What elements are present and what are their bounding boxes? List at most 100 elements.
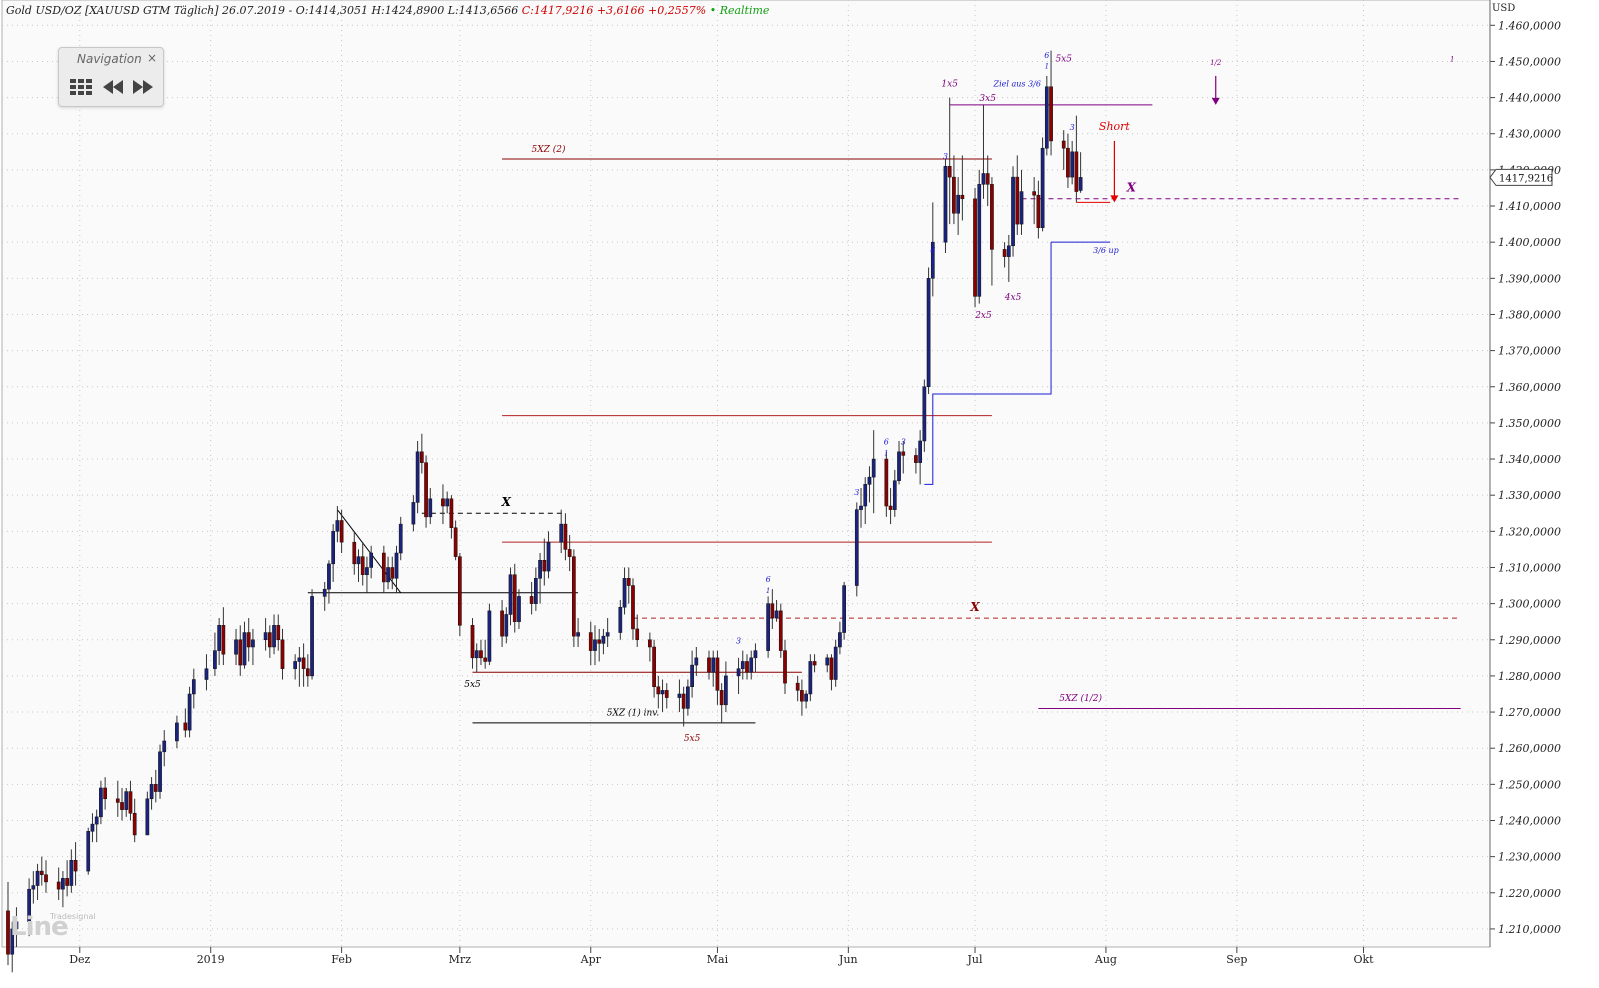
candle — [1006, 234, 1011, 282]
candle — [10, 921, 15, 973]
y-tick-label: 1.450,0000 — [1498, 55, 1561, 68]
candle-body — [369, 552, 374, 568]
candle-body — [635, 628, 640, 641]
candle — [677, 679, 682, 713]
candle — [656, 675, 661, 709]
candle — [39, 856, 44, 886]
candle — [352, 531, 357, 575]
candle — [1019, 169, 1024, 235]
candle — [1002, 242, 1007, 268]
candle-body — [35, 870, 40, 886]
annotation-label: Short — [1099, 120, 1131, 133]
candle-body — [1044, 86, 1049, 149]
annotation-label: 3x5 — [979, 94, 996, 104]
candle-body — [149, 784, 154, 800]
candle — [1074, 115, 1079, 203]
candle — [162, 730, 167, 767]
candle-body — [415, 451, 420, 503]
realtime-indicator: • Realtime — [709, 4, 770, 17]
candle-body — [280, 639, 285, 669]
candle-body — [800, 690, 804, 702]
candle-body — [947, 166, 952, 178]
candle-body — [103, 787, 107, 800]
candle — [918, 430, 922, 485]
candle — [305, 654, 310, 687]
candle — [943, 159, 948, 254]
candle — [419, 433, 424, 474]
candle — [664, 683, 669, 709]
candle-body — [483, 657, 488, 662]
candle — [424, 455, 428, 528]
candle — [829, 654, 834, 691]
candle — [441, 484, 445, 525]
annotation-label: Ziel aus 3/6 — [993, 80, 1041, 89]
candle-body — [677, 693, 682, 698]
y-tick-label: 1.310,0000 — [1498, 561, 1561, 574]
candle-body — [529, 596, 534, 604]
candle-body — [360, 556, 365, 575]
candle — [145, 791, 150, 836]
candle — [724, 661, 728, 713]
y-tick-label: 1.230,0000 — [1498, 851, 1561, 864]
candle — [14, 907, 19, 947]
candle-body — [272, 625, 276, 648]
candle-body — [242, 632, 247, 666]
candle — [504, 607, 509, 644]
candle — [1015, 155, 1020, 235]
candle — [854, 502, 859, 597]
rewind-icon[interactable] — [101, 78, 125, 96]
candle — [310, 589, 314, 680]
candle — [960, 155, 965, 221]
target-step-line — [924, 242, 1052, 485]
candle — [56, 867, 61, 901]
candle — [86, 827, 91, 875]
candle — [31, 871, 36, 904]
candle — [681, 686, 686, 727]
candle-body — [973, 198, 977, 297]
candle-body — [419, 451, 424, 463]
candle — [842, 581, 846, 640]
annotation-label: 3/6 up — [1093, 246, 1119, 255]
candle — [605, 618, 610, 647]
candle — [335, 506, 340, 543]
y-axis: 1.210,0000 1.220,0000 1.230,0000 1.240,0000… — [1489, 0, 1561, 947]
candle-body — [293, 661, 298, 669]
candle — [457, 553, 462, 637]
grid-menu-icon[interactable] — [69, 78, 93, 96]
candle — [871, 430, 876, 514]
candle — [149, 777, 154, 810]
candle — [766, 596, 770, 658]
candle — [783, 639, 787, 694]
annotation-label: 6 — [766, 575, 771, 584]
candle — [973, 187, 977, 308]
candle-body — [56, 881, 61, 890]
candle — [132, 798, 137, 843]
candle-body — [508, 574, 513, 615]
annotation-label: 5x5 — [464, 680, 481, 690]
candle — [800, 679, 804, 716]
candle-body — [618, 606, 623, 633]
price-change: C:1417,9216 +3,6166 +0,2557% — [521, 4, 707, 17]
candle — [1040, 137, 1045, 232]
candle-body — [686, 686, 690, 709]
tradesignal-logo: Tradesignal Line — [10, 912, 96, 942]
candle — [390, 556, 395, 590]
candle-body — [1049, 86, 1053, 142]
candle — [339, 509, 344, 554]
candle — [601, 628, 606, 655]
candle-body — [386, 567, 390, 583]
candle-body — [487, 610, 492, 662]
candle-body — [626, 578, 631, 586]
candle — [115, 780, 120, 817]
candle — [517, 589, 521, 629]
fast-forward-icon[interactable] — [131, 78, 155, 96]
candle — [753, 643, 758, 673]
last-price-tag — [1489, 168, 1553, 186]
candle — [567, 534, 572, 572]
candle — [1011, 166, 1015, 257]
close-icon[interactable]: × — [146, 51, 157, 65]
candle — [930, 202, 935, 297]
candle-body — [251, 639, 255, 648]
candle — [719, 683, 724, 723]
